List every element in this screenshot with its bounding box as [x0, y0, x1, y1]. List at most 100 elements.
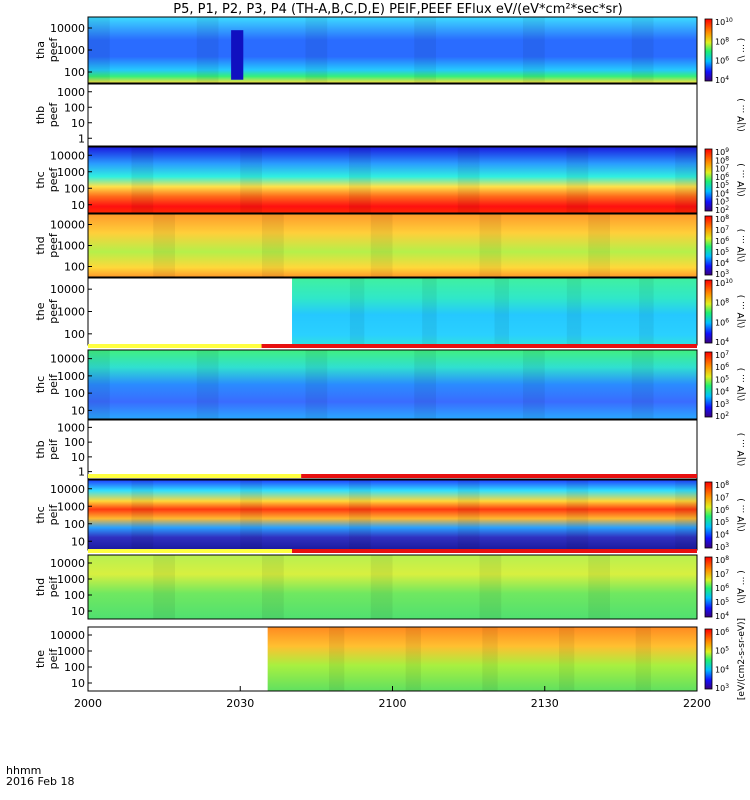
spectrogram: [88, 214, 697, 277]
y-tick-label: 1000: [57, 645, 85, 658]
colorbar-tick-label: 103: [715, 542, 729, 552]
colorbar-tick-label: 104: [715, 258, 729, 268]
panel-type-label: peif: [47, 373, 60, 395]
colorbar-units-label: (\ ... ): [737, 38, 747, 62]
time-column: [262, 214, 284, 277]
time-column: [631, 17, 654, 83]
panel-probe-label: the: [34, 650, 47, 668]
colorbar-tick-label: 109: [715, 147, 729, 157]
colorbar-tick-label: 102: [715, 205, 729, 215]
colorbar-tick-label: 107: [715, 225, 729, 235]
colorbar-tick-label: 106: [715, 56, 729, 66]
colorbar-tick-label: 106: [715, 362, 729, 372]
panel-probe-label: the: [34, 302, 47, 320]
y-tick-label: 10000: [50, 219, 85, 232]
time-column: [422, 278, 437, 345]
status-bar-left: [88, 474, 302, 478]
colorbar: [704, 215, 713, 276]
colorbar: [704, 481, 713, 549]
time-column: [305, 17, 328, 83]
colorbar-tick-label: 1010: [715, 278, 733, 288]
panel-tha-peef: 10000 1000 100 tha peef 1010 108 106 104 (\ ... ): [34, 16, 747, 85]
data-gap: [231, 30, 244, 80]
time-column: [635, 627, 651, 691]
time-column: [153, 555, 175, 619]
panel-type-label: peef: [47, 102, 60, 128]
colorbar-tick-label: 104: [715, 530, 729, 540]
y-tick-label: 10: [71, 404, 85, 417]
spectrogram: [267, 627, 697, 691]
y-tick-label: 10: [71, 199, 85, 212]
panel-frame: [87, 349, 698, 420]
colorbar-tick-label: 104: [715, 664, 729, 674]
y-tick-label: 1000: [57, 86, 85, 99]
time-column: [88, 350, 110, 419]
y-tick-label: 100: [64, 261, 85, 274]
time-column: [370, 214, 393, 277]
panel-probe-label: thc: [34, 506, 47, 523]
colorbar-tick-label: 103: [715, 399, 729, 409]
colorbar-units-label: (\|Ɐ ... ): [737, 368, 747, 402]
panel-frame: [87, 146, 698, 214]
colorbar: [704, 148, 713, 212]
colorbar-tick-label: 108: [715, 555, 729, 565]
colorbar-tick-label: 107: [715, 350, 729, 360]
time-column: [349, 480, 371, 550]
colorbar-tick-label: 105: [715, 180, 729, 190]
x-axis: 2000 2030 2100 2130 2200: [74, 686, 711, 710]
y-tick-label: 10: [71, 677, 85, 690]
y-tick-label: 1000: [57, 573, 85, 586]
colorbar-tick-label: 108: [715, 36, 729, 46]
y-tick-label: 100: [64, 328, 85, 341]
y-tick-label: 10: [71, 451, 85, 464]
time-column: [482, 627, 498, 691]
panel-frame: [87, 419, 698, 480]
y-tick-label: 10: [71, 605, 85, 618]
time-column: [457, 480, 480, 550]
colorbar: [704, 351, 713, 418]
y-tick-label: 10000: [50, 353, 85, 366]
panel-probe-label: thc: [34, 376, 47, 393]
status-bar-right: [261, 344, 697, 348]
spectrogram: [88, 555, 697, 619]
time-column: [262, 555, 284, 619]
time-column: [240, 147, 262, 213]
colorbar-tick-label: 108: [715, 480, 729, 490]
colorbar-tick-label: 1010: [715, 17, 733, 27]
colorbar-tick-label: 103: [715, 269, 729, 279]
colorbar-tick-label: 106: [715, 583, 729, 593]
colorbar-units-label: (\|Ɐ ... ): [737, 498, 747, 532]
time-column: [457, 147, 480, 213]
y-tick-label: 100: [64, 101, 85, 114]
time-column: [196, 17, 219, 83]
colorbar-tick-label: 104: [715, 611, 729, 621]
colorbar-tick-label: 104: [715, 337, 729, 347]
colorbar-tick-label: 107: [715, 492, 729, 502]
colorbar-tick-label: 106: [715, 505, 729, 515]
panel-frame: [87, 554, 698, 620]
colorbar-units-label: [eV/(cm2-s-sr-eV)]: [737, 618, 747, 700]
y-tick-label: 1: [78, 466, 85, 479]
time-column: [305, 350, 328, 419]
spectrogram: [88, 480, 697, 550]
status-bar-left: [88, 549, 293, 553]
time-column: [349, 278, 365, 345]
y-tick-label: 1000: [57, 240, 85, 253]
panel-probe-label: thd: [34, 578, 47, 596]
x-tick-label: 2100: [379, 697, 407, 710]
colorbar-tick-label: 108: [715, 298, 729, 308]
colorbar-tick-label: 106: [715, 627, 729, 637]
panel-type-label: peif: [47, 438, 60, 460]
colorbar-tick-label: 108: [715, 155, 729, 165]
time-column: [675, 480, 697, 550]
panel-the-peef: 10000 1000 100 the peef 1010 108 106 104 (\|Ɐ ...…: [34, 277, 747, 347]
y-tick-label: 10000: [50, 629, 85, 642]
time-column: [405, 627, 421, 691]
panel-thb-peef: 1000 100 10 1 thb peef (\|Ɐ ... ): [34, 83, 747, 147]
time-column: [196, 350, 219, 419]
time-column: [131, 480, 154, 550]
y-tick-label: 1: [78, 132, 85, 145]
